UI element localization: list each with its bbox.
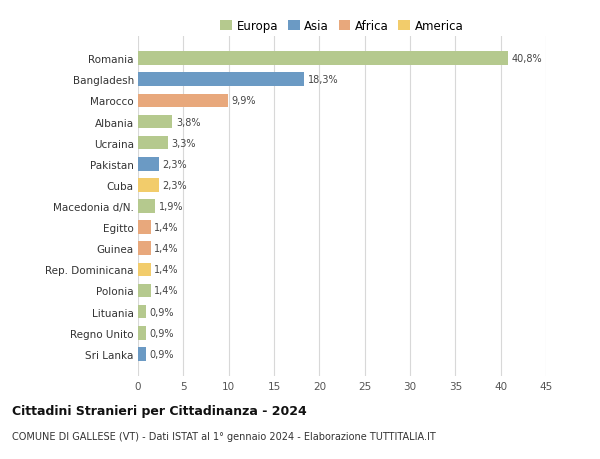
Bar (138, 52, 508, 66)
Legend: Europa, Asia, Africa, America: Europa, Asia, Africa, America (215, 16, 469, 38)
Bar (138, 347, 146, 361)
Text: 2,3%: 2,3% (163, 180, 187, 190)
Bar (138, 200, 155, 213)
Text: COMUNE DI GALLESE (VT) - Dati ISTAT al 1° gennaio 2024 - Elaborazione TUTTITALIA: COMUNE DI GALLESE (VT) - Dati ISTAT al 1… (12, 431, 436, 442)
Text: Cittadini Stranieri per Cittadinanza - 2024: Cittadini Stranieri per Cittadinanza - 2… (12, 404, 307, 417)
Text: 1,9%: 1,9% (159, 202, 184, 212)
Text: 1,4%: 1,4% (154, 286, 179, 296)
Bar (138, 157, 159, 171)
Text: 0,9%: 0,9% (150, 307, 174, 317)
Bar (138, 94, 228, 108)
Text: 40,8%: 40,8% (512, 54, 542, 64)
Text: 1,4%: 1,4% (154, 265, 179, 275)
Text: 1,4%: 1,4% (154, 244, 179, 254)
Bar (138, 73, 304, 87)
Text: 3,8%: 3,8% (176, 117, 200, 127)
Bar (138, 115, 172, 129)
Bar (138, 242, 151, 256)
Bar (138, 136, 168, 150)
Text: 1,4%: 1,4% (154, 223, 179, 233)
Text: 2,3%: 2,3% (163, 159, 187, 169)
Text: 9,9%: 9,9% (232, 96, 256, 106)
Text: 0,9%: 0,9% (150, 349, 174, 359)
Text: 0,9%: 0,9% (150, 328, 174, 338)
Bar (138, 284, 151, 298)
Bar (138, 263, 151, 277)
Bar (138, 179, 159, 192)
Bar (138, 326, 146, 340)
Text: 3,3%: 3,3% (172, 138, 196, 148)
Bar (138, 305, 146, 319)
Text: 18,3%: 18,3% (308, 75, 338, 85)
Bar (138, 221, 151, 235)
